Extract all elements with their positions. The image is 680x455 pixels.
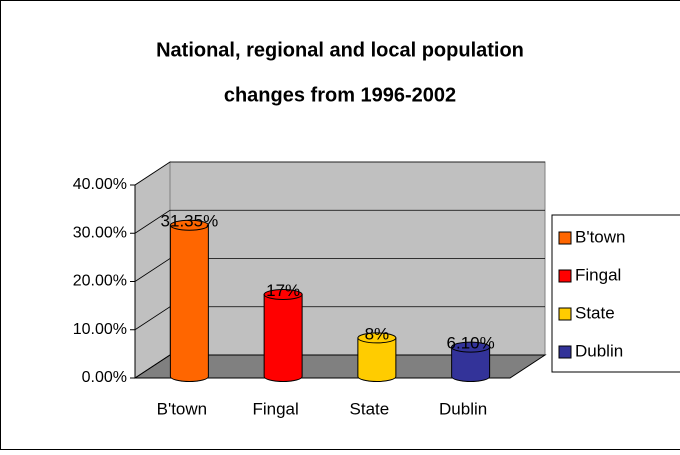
y-tick-label: 0.00%: [82, 369, 127, 386]
bar-part: [170, 225, 208, 381]
x-tick-label: B'town: [157, 399, 208, 418]
bar-part: [264, 294, 302, 381]
legend-swatch: [559, 308, 571, 320]
legend-swatch: [559, 232, 571, 244]
value-label: 6.10%: [447, 334, 495, 353]
chart-title: changes from 1996-2002: [224, 84, 456, 106]
x-tick-label: Fingal: [252, 399, 298, 418]
bar: [264, 289, 302, 381]
y-tick-label: 30.00%: [73, 224, 127, 241]
bar: [170, 220, 208, 381]
value-label: 8%: [365, 324, 390, 343]
legend-label: State: [575, 303, 615, 322]
y-tick-label: 20.00%: [73, 273, 127, 290]
value-label: 31.35%: [161, 212, 219, 231]
legend-swatch: [559, 346, 571, 358]
bar-part: [358, 338, 396, 382]
y-tick-label: 10.00%: [73, 321, 127, 338]
legend-label: B'town: [575, 227, 626, 246]
chart-title: National, regional and local population: [156, 39, 524, 61]
y-tick-label: 40.00%: [73, 176, 127, 193]
x-tick-label: Dublin: [439, 399, 487, 418]
legend-label: Dublin: [575, 341, 623, 360]
value-label: 17%: [266, 281, 300, 300]
x-tick-label: State: [350, 399, 390, 418]
legend-label: Fingal: [575, 265, 621, 284]
legend-swatch: [559, 270, 571, 282]
